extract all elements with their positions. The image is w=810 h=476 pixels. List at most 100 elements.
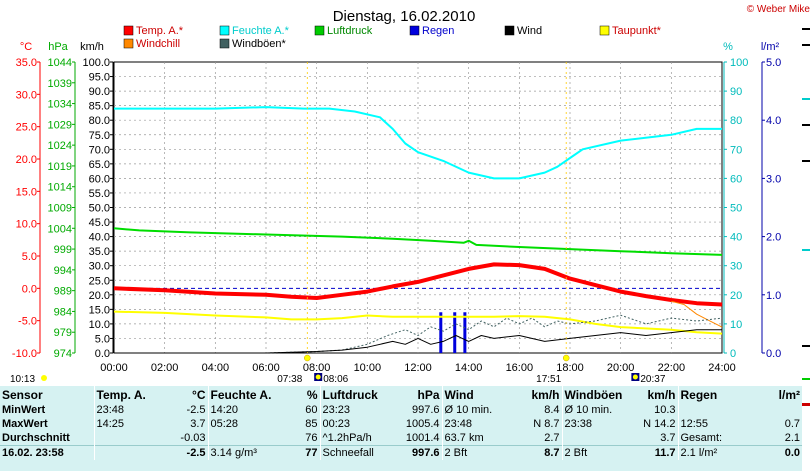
humidity-tick-label: 10 <box>730 319 742 331</box>
rain-tick-label: 3.0 <box>766 173 781 185</box>
stats-cell: Schneefall <box>319 445 398 460</box>
stats-cell: MinWert <box>2 404 46 416</box>
speed-tick-label: 10.0 <box>89 319 110 331</box>
temp-unit-label: °C <box>20 41 32 53</box>
stats-cell: N 14.2 <box>643 418 676 430</box>
pressure-tick-label: 979 <box>54 327 72 339</box>
stats-cell: 23:48 <box>93 403 164 417</box>
stats-cell: 12:55 <box>677 417 748 431</box>
stats-header-cell: hPa <box>417 387 440 402</box>
x-tick-label: 00:00 <box>100 362 128 374</box>
temp-tick-label: -10.0 <box>12 348 37 360</box>
x-tick-label: 22:00 <box>658 362 686 374</box>
stats-cell: 8.4 <box>544 404 560 416</box>
temp-tick-label: 20.0 <box>16 154 37 166</box>
speed-tick-label: 5.0 <box>95 333 110 345</box>
stats-cell: 77 <box>278 445 320 460</box>
x-tick-label: 10:00 <box>354 362 382 374</box>
series-line <box>671 300 723 328</box>
x-axis: 00:00 02:00 04:00 06:00 08:00 10:00 12:00 14:00… <box>100 362 736 374</box>
speed-tick-label: 100.0 <box>82 57 110 69</box>
stats-cell: -0.03 <box>180 432 206 444</box>
pressure-tick-label: 1024 <box>48 140 72 152</box>
rain-bar <box>439 312 443 353</box>
x-tick-label: 24:00 <box>708 362 736 374</box>
pressure-tick-label: 1034 <box>48 99 72 111</box>
speed-tick-label: 50.0 <box>89 203 110 215</box>
stats-cell: 997.6 <box>411 404 440 416</box>
sunrise-icon <box>304 354 311 362</box>
humidity-tick-label: 40 <box>730 232 742 244</box>
stats-cell: 2.1 l/m² <box>677 445 748 460</box>
stats-cell: MaxWert <box>2 418 48 430</box>
sunrise-time: 07:38 <box>277 374 302 385</box>
stats-row: MinWert 23:48 -2.5 14:20 60 23:23 997.6 Ø 10 mi… <box>0 403 802 417</box>
temp-tick-label: 35.0 <box>16 57 37 69</box>
stats-cell: 2 Bft <box>561 445 634 460</box>
speed-tick-label: 0.0 <box>95 348 110 360</box>
moonset-moon-icon <box>632 374 638 380</box>
x-tick-label: 08:00 <box>303 362 331 374</box>
stats-header-cell: °C <box>192 387 206 402</box>
stats-cell: ^1.2hPa/h <box>319 431 398 446</box>
stats-cell <box>677 403 748 417</box>
series-line <box>113 310 723 335</box>
pressure-unit-label: hPa <box>48 41 68 53</box>
stats-cell: 3.7 <box>190 418 206 430</box>
legend-label: Temp. A.* <box>136 25 184 37</box>
speed-tick-label: 30.0 <box>89 261 110 273</box>
legend-swatch <box>599 25 610 36</box>
pressure-tick-label: 994 <box>54 265 72 277</box>
stats-header-cell: Wind <box>441 386 516 403</box>
rain-bar <box>453 312 457 353</box>
stats-cell: 60 <box>305 404 318 416</box>
stats-header-cell: km/h <box>531 387 560 402</box>
right-edge-mark <box>802 378 810 380</box>
legend-label: Windchill <box>136 38 180 50</box>
pressure-tick-label: 984 <box>54 306 72 318</box>
stats-header-cell: Feuchte A. <box>207 386 278 403</box>
x-tick-label: 06:00 <box>252 362 280 374</box>
pressure-tick-label: 1004 <box>48 223 72 235</box>
x-tick-label: 18:00 <box>556 362 584 374</box>
stats-cell <box>748 403 802 417</box>
pressure-tick-label: 1014 <box>48 182 72 194</box>
right-edge-strip <box>802 0 810 471</box>
stats-cell: 00:23 <box>319 417 398 431</box>
temp-tick-label: 30.0 <box>16 89 37 101</box>
speed-unit-label: km/h <box>80 41 104 53</box>
humidity-tick-label: 60 <box>730 173 742 185</box>
astro-markers: 07:38 08:06 17:51 20:37 <box>277 62 666 385</box>
rain-unit-label: l/m² <box>761 41 780 53</box>
right-edge-mark <box>802 98 810 100</box>
right-edge-mark <box>802 403 810 406</box>
rain-tick-label: 2.0 <box>766 232 781 244</box>
rain-tick-label: 5.0 <box>766 57 781 69</box>
stats-cell: 997.6 <box>398 445 442 460</box>
chart-title: Dienstag, 16.02.2010 <box>333 8 476 25</box>
pressure-tick-label: 1039 <box>48 78 72 90</box>
stats-header-cell: Luftdruck <box>319 386 398 403</box>
stats-cell: 76 <box>305 432 318 444</box>
speed-tick-label: 75.0 <box>89 130 110 142</box>
stats-row: 16.02. 23:58 -2.5 3.14 g/m³ 77 Schneefall 997… <box>0 445 802 460</box>
speed-tick-label: 40.0 <box>89 232 110 244</box>
stats-cell: 23:38 <box>561 417 634 431</box>
rain-tick-label: 0.0 <box>766 348 781 360</box>
stats-cell: 1005.4 <box>405 418 440 430</box>
series-line <box>113 262 723 307</box>
stats-cell: -2.5 <box>186 404 206 416</box>
stats-cell: -2.5 <box>164 445 208 460</box>
right-edge-mark <box>802 124 810 126</box>
series-line <box>114 106 722 180</box>
stats-cell <box>561 431 634 446</box>
humidity-unit-label: % <box>723 41 733 53</box>
stats-row: MaxWert 14:25 3.7 05:28 85 00:23 1005.4 23:48 N … <box>0 417 802 431</box>
x-tick-label: 04:00 <box>202 362 230 374</box>
x-tick-label: 02:00 <box>151 362 179 374</box>
humidity-tick-label: 80 <box>730 115 742 127</box>
temp-tick-label: 25.0 <box>16 122 37 134</box>
stats-cell <box>93 445 164 460</box>
stats-cell: 05:28 <box>207 417 278 431</box>
stats-cell: 11.7 <box>634 445 678 460</box>
